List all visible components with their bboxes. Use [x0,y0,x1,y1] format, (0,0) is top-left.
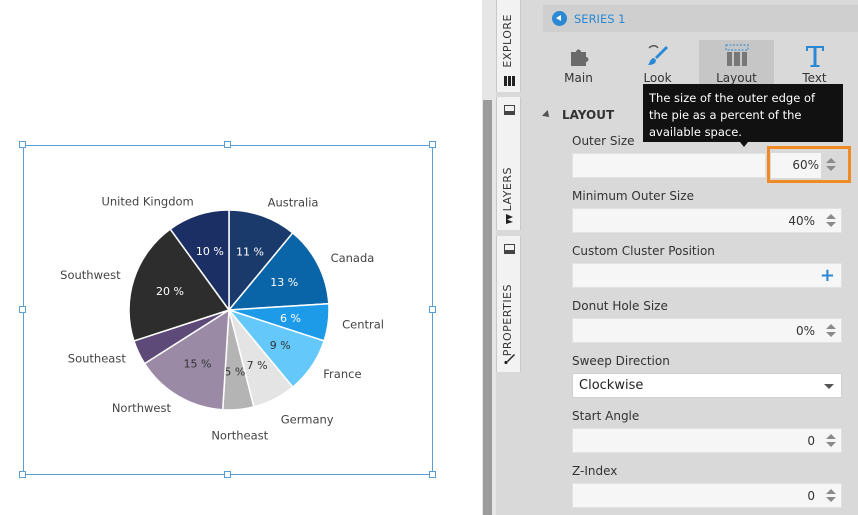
min-outer-size-value: 40% [788,214,815,228]
panel-icon [504,105,515,115]
outer-size-spinner[interactable] [825,157,837,173]
pie-category-label: Germany [281,413,334,427]
brush-icon [504,354,515,364]
start-angle-field[interactable]: 0 [572,428,842,453]
resize-handle-se[interactable] [429,471,436,478]
layers-icon [506,214,513,224]
start-angle-spinner[interactable] [825,433,837,449]
pie-slice-united-kingdom[interactable] [169,209,230,313]
pie-percent-label: 15 % [183,357,211,370]
resize-handle-nw[interactable] [19,141,26,148]
pie-category-label: Central [342,317,384,331]
series-header: SERIES 1 [543,5,858,32]
properties-panel: SERIES 1 Main Look Layout Text LAYOUT Ou… [521,0,858,515]
z-index-label: Z-Index [572,464,618,478]
pie-category-label: Southeast [68,352,127,366]
panel-icon [504,244,515,254]
donut-hole-value: 0% [795,324,815,338]
tooltip-arrow [740,142,748,147]
custom-cluster-field: + [572,263,842,288]
outer-size-label: Outer Size [572,134,635,148]
tab-main-label: Main [564,71,593,85]
pie-percent-label: 7 % [247,359,268,372]
resize-handle-n[interactable] [224,141,231,148]
pie-percent-label: 10 % [196,245,224,258]
pie-percent-label: 11 % [236,246,264,259]
tab-text-label: Text [802,71,827,85]
add-cluster-button[interactable]: + [819,265,835,286]
min-outer-size-spinner[interactable] [825,213,837,229]
brush-icon [648,45,668,65]
collapse-triangle-icon[interactable] [542,110,552,120]
pie-percent-label: 9 % [270,339,291,352]
tab-look-label: Look [643,71,672,85]
pie-category-label: Canada [331,251,375,265]
outer-size-track [572,153,766,178]
min-outer-size-label: Minimum Outer Size [572,189,694,203]
tab-explore[interactable]: EXPLORE [496,0,521,92]
vertical-tab-strip: EXPLORE LAYERS PROPERTIES [496,0,521,515]
canvas-area[interactable]: 11 % Australia 13 % Canada 6 % Central 9 % Fran… [0,0,482,515]
text-icon [806,46,824,67]
pie-category-label: United Kingdom [101,195,193,209]
pie-percent-label: 5 % [224,366,245,379]
scrollbar-thumb[interactable] [483,100,492,515]
back-button[interactable] [552,11,567,26]
tab-properties-label: PROPERTIES [501,284,514,357]
outer-size-value: 60% [792,158,819,172]
pie-category-label: Southwest [60,268,121,282]
pie-category-label: Northeast [211,428,268,442]
pie-slice-australia[interactable] [228,209,294,313]
resize-handle-e[interactable] [429,306,436,313]
pie-slice-northwest[interactable] [143,308,230,411]
tab-main[interactable]: Main [541,40,616,88]
pie-chart[interactable]: 11 % Australia 13 % Canada 6 % Central 9 % Fran… [0,0,482,515]
outer-size-field[interactable]: 60% [771,153,821,178]
puzzle-icon [571,49,589,66]
start-angle-label: Start Angle [572,409,640,423]
donut-hole-label: Donut Hole Size [572,299,668,313]
tab-text[interactable]: Text [777,40,852,88]
pie-percent-label: 13 % [270,276,298,289]
start-angle-value: 0 [807,434,815,448]
z-index-spinner[interactable] [825,488,837,504]
tab-layout-label: Layout [716,71,757,85]
section-title-layout: LAYOUT [562,108,615,122]
z-index-field[interactable]: 0 [572,483,842,508]
donut-hole-field[interactable]: 0% [572,318,842,343]
custom-cluster-label: Custom Cluster Position [572,244,715,258]
tab-look[interactable]: Look [620,40,695,88]
pie-category-label: Northwest [112,401,172,415]
tab-properties[interactable]: PROPERTIES [496,236,521,372]
resize-handle-s[interactable] [224,471,231,478]
series-label[interactable]: SERIES 1 [574,12,626,26]
pie-slice-southwest[interactable] [128,228,231,342]
pie-category-label: France [323,367,361,381]
tab-layers-label: LAYERS [501,167,514,212]
pie-percent-label: 20 % [156,285,184,298]
sweep-direction-label: Sweep Direction [572,354,670,368]
tab-layout[interactable]: Layout [699,40,774,88]
sweep-direction-select[interactable]: Clockwise [572,373,842,398]
z-index-value: 0 [807,489,815,503]
pie-percent-label: 6 % [280,312,301,325]
tab-layers[interactable]: LAYERS [496,97,521,230]
resize-handle-ne[interactable] [429,141,436,148]
chevron-down-icon [824,384,834,389]
tooltip: The size of the outer edge of the pie as… [643,84,843,142]
layout-icon [725,44,749,66]
highlight-box [767,146,851,183]
bars-icon [504,76,515,86]
resize-handle-w[interactable] [19,306,26,313]
donut-hole-spinner[interactable] [825,323,837,339]
resize-handle-sw[interactable] [19,471,26,478]
pie-category-label: Australia [268,196,319,210]
pie-slice-canada[interactable] [227,231,330,311]
sweep-direction-value: Clockwise [579,378,644,393]
min-outer-size-field[interactable]: 40% [572,208,842,233]
tab-explore-label: EXPLORE [501,14,514,68]
